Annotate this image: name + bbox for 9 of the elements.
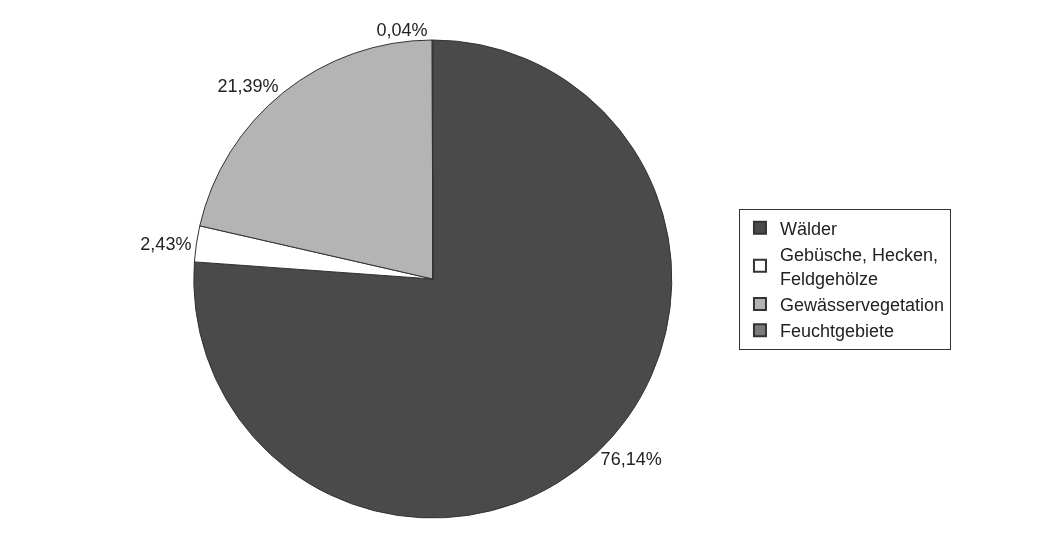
legend-label: Gewässervegetation — [779, 294, 945, 315]
data-label: 0,04% — [376, 20, 428, 40]
legend-label: Feuchtgebiete — [779, 321, 895, 342]
data-label: 2,43% — [140, 233, 192, 254]
pie-slice — [193, 39, 673, 519]
data-label: 76,14% — [600, 449, 662, 470]
legend-label: Gebüsche, Hecken, Feldgehölze — [779, 245, 939, 289]
data-label: 21,39% — [217, 76, 279, 97]
legend-label: Wälder — [779, 218, 837, 239]
